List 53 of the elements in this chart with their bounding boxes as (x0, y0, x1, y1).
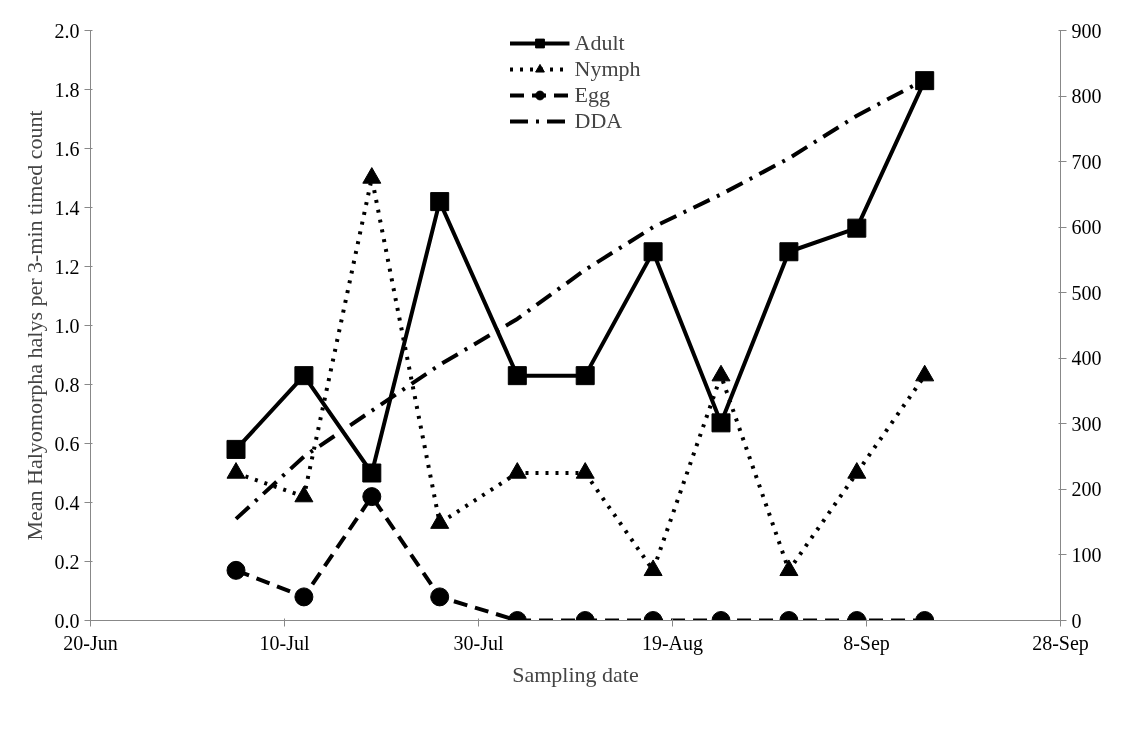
point (915, 71, 935, 91)
legend-label: DDA (574, 108, 623, 134)
y2-tick-label: 100 (1071, 543, 1102, 566)
legend-label: Adult (574, 30, 625, 56)
y-tick-label: 2.0 (54, 19, 80, 42)
y-tick-label: 0.4 (54, 491, 80, 514)
point (643, 559, 663, 577)
y-tick-label: 0.0 (54, 609, 80, 632)
x-tick-label: 8-Sep (843, 631, 890, 655)
point (430, 192, 450, 212)
x-tick-label: 19-Aug (641, 631, 704, 655)
point (226, 439, 246, 459)
legend-label: Nymph (574, 56, 641, 82)
y2-tick-label: 900 (1071, 19, 1102, 42)
y-tick-label: 0.8 (54, 373, 80, 396)
x-tick-label: 28-Sep (1032, 631, 1089, 655)
x-tick-label: 10-Jul (259, 631, 310, 654)
point (575, 366, 595, 386)
point (779, 242, 799, 262)
y-tick-label: 1.6 (54, 137, 80, 160)
y2-tick-label: 600 (1071, 216, 1102, 239)
point (779, 559, 799, 577)
y-tick-label: 0.6 (54, 432, 80, 455)
y-axis-title: Mean Halyomorpha halys per 3-min timed count (21, 110, 47, 541)
x-tick-label: 30-Jul (453, 631, 504, 654)
y2-tick-label: 300 (1071, 412, 1102, 435)
point (711, 364, 731, 382)
x-axis-title: Sampling date (512, 661, 639, 687)
y-tick-label: 0.2 (54, 550, 80, 573)
y-tick-label: 1.8 (54, 78, 80, 101)
y-tick-label: 1.0 (54, 314, 80, 337)
point (294, 366, 314, 386)
point (430, 512, 450, 529)
point (847, 462, 867, 479)
y-tick-label: 1.4 (54, 196, 80, 219)
y-tick-label: 1.2 (54, 255, 80, 278)
legend-label: Egg (574, 82, 610, 108)
point (711, 413, 731, 433)
y2-tick-label: 0 (1071, 609, 1082, 632)
x-tick-label: 20-Jun (63, 631, 118, 654)
y2-tick-label: 200 (1071, 478, 1102, 501)
point (643, 242, 663, 262)
point (915, 364, 935, 382)
point (226, 462, 246, 479)
y2-tick-label: 400 (1071, 347, 1102, 370)
point (507, 366, 527, 386)
point (575, 462, 595, 479)
y2-tick-label: 800 (1071, 85, 1102, 108)
y2-tick-label: 500 (1071, 281, 1102, 304)
point (847, 218, 867, 238)
point (507, 462, 527, 479)
point (294, 485, 314, 503)
y2-tick-label: 700 (1071, 150, 1102, 173)
